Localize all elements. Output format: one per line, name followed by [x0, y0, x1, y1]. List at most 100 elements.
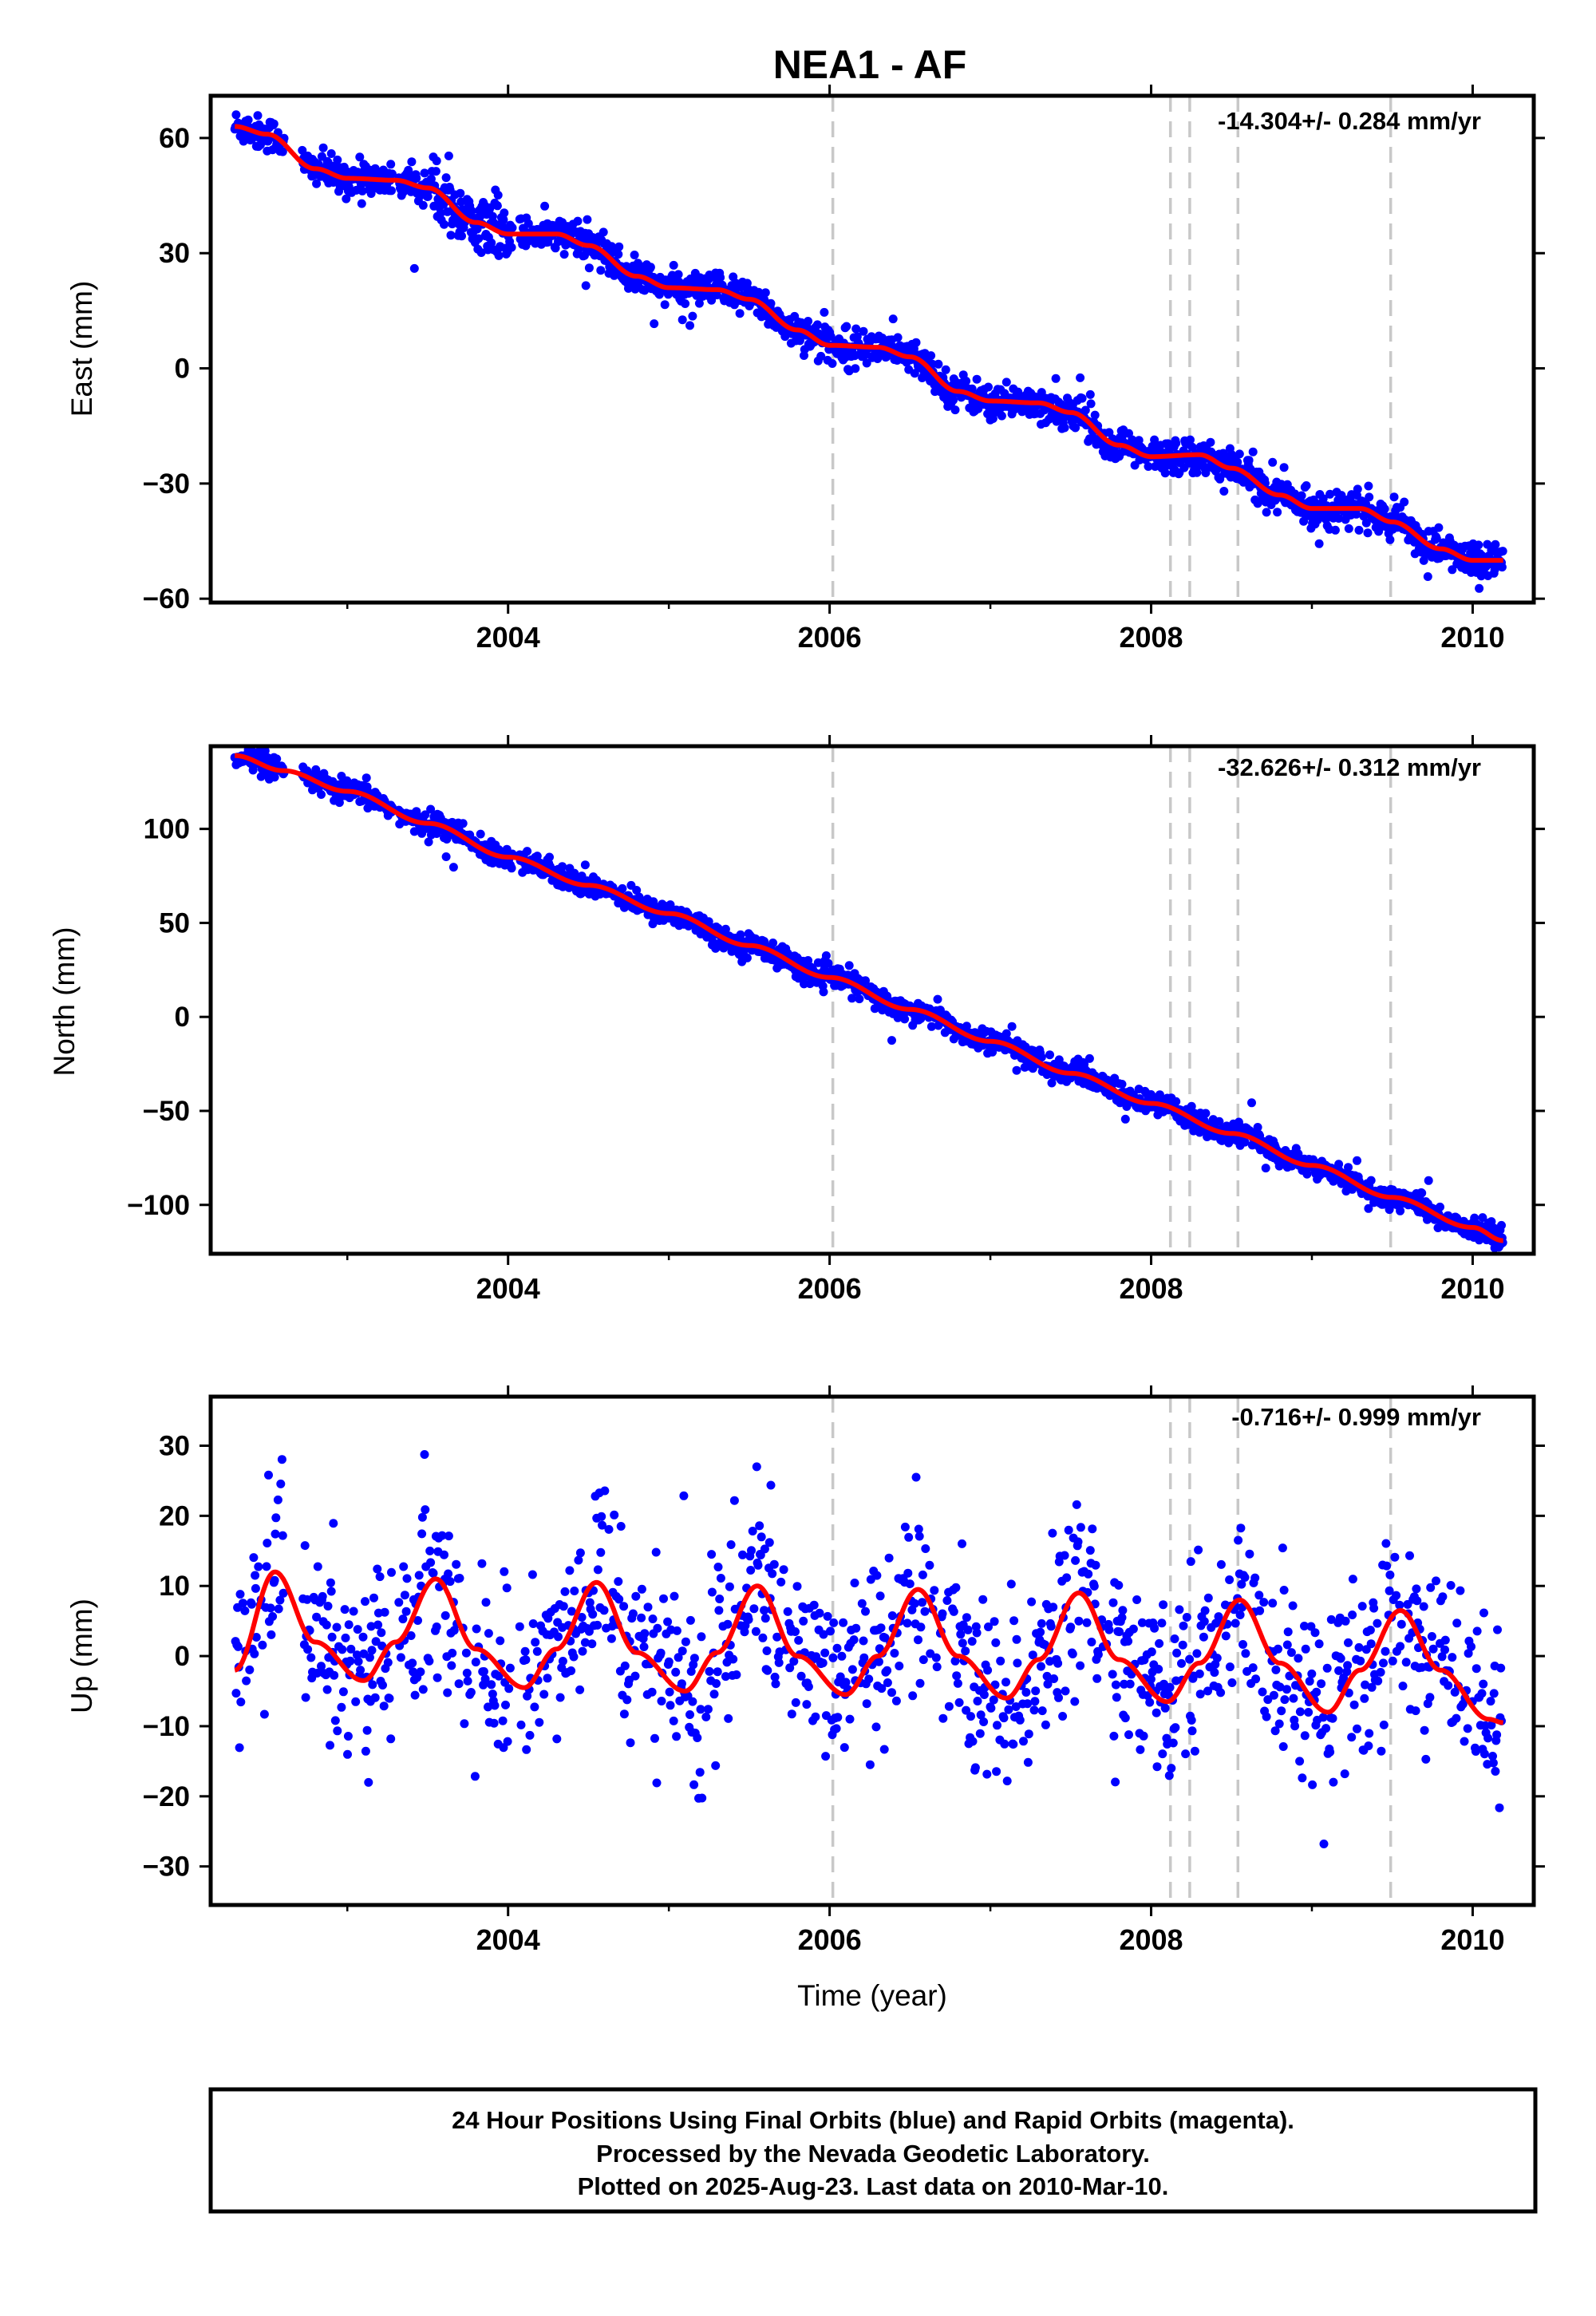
data-point [716, 1574, 725, 1583]
data-point [1365, 492, 1374, 502]
data-point [709, 1690, 719, 1699]
data-point [1388, 1656, 1397, 1666]
data-point [1087, 1638, 1096, 1646]
data-point [1167, 1764, 1176, 1773]
data-point [1366, 1176, 1376, 1185]
data-point [1182, 1613, 1191, 1622]
data-point [408, 1658, 417, 1668]
data-point [1411, 1706, 1420, 1716]
data-point [816, 351, 826, 361]
data-point [1240, 1573, 1250, 1582]
data-point [259, 1709, 269, 1719]
data-point [262, 1562, 271, 1571]
data-point [235, 1743, 244, 1753]
data-point [705, 1666, 714, 1676]
data-point [766, 1480, 776, 1490]
data-point [1343, 1661, 1353, 1670]
data-point [859, 1653, 869, 1662]
data-point [837, 1651, 847, 1661]
data-point [269, 119, 279, 128]
data-point [1111, 1777, 1120, 1787]
data-point [670, 1591, 679, 1601]
data-point [471, 1658, 480, 1667]
data-point [489, 1718, 499, 1728]
data-point [697, 1793, 707, 1803]
data-point [327, 1632, 337, 1642]
data-point [968, 1737, 978, 1746]
data-point [656, 1648, 666, 1658]
data-point [1278, 1742, 1288, 1751]
data-point [1423, 572, 1432, 581]
data-point [373, 1564, 382, 1574]
data-point [1353, 484, 1362, 494]
data-point [1077, 393, 1087, 403]
data-point [681, 299, 690, 308]
data-point [436, 208, 445, 218]
data-point [883, 1666, 892, 1675]
data-point [1344, 1638, 1353, 1647]
data-point [1389, 492, 1399, 502]
data-point [420, 168, 429, 178]
data-point [326, 1578, 335, 1587]
data-point [1073, 1537, 1083, 1547]
data-point [1294, 1654, 1303, 1663]
data-point [1307, 1669, 1317, 1678]
data-point [575, 1548, 585, 1558]
data-point [1145, 1697, 1155, 1707]
data-point [1356, 1656, 1365, 1666]
data-point [355, 152, 365, 162]
data-point [1053, 1658, 1063, 1668]
data-point [619, 1602, 629, 1611]
data-point [979, 1717, 989, 1726]
data-point [1128, 1624, 1138, 1634]
data-point [341, 1633, 350, 1642]
data-point [1373, 1676, 1383, 1686]
data-point [1049, 1674, 1059, 1683]
data-point [757, 1532, 766, 1542]
data-point [956, 1630, 966, 1639]
y-tick-label: 20 [159, 1500, 190, 1531]
data-point [418, 1685, 428, 1694]
data-point [614, 1577, 623, 1587]
data-point [689, 1780, 699, 1789]
data-point [1159, 1600, 1168, 1610]
data-point [975, 1729, 985, 1738]
data-point [1262, 508, 1271, 517]
data-point [1434, 523, 1444, 532]
data-point [707, 1550, 717, 1559]
data-point [1066, 1622, 1076, 1632]
data-point [932, 1662, 942, 1672]
data-point [322, 1685, 332, 1694]
data-point [851, 1623, 861, 1633]
y-tick-label: −30 [143, 1852, 190, 1883]
data-point [1234, 1535, 1243, 1545]
data-point [622, 1695, 632, 1705]
y-tick-label: −100 [127, 1190, 190, 1221]
data-point [871, 1722, 881, 1732]
data-point [1179, 1621, 1188, 1630]
data-point [1440, 1645, 1449, 1654]
east-axis-label: East (mm) [65, 281, 98, 417]
data-point [1248, 1663, 1258, 1673]
data-point [240, 1606, 250, 1615]
data-point [364, 1777, 373, 1787]
north-axis-label: North (mm) [48, 927, 81, 1076]
data-point [378, 1681, 387, 1690]
data-point [1412, 1596, 1422, 1606]
data-point [1060, 1551, 1069, 1560]
data-point [380, 1607, 389, 1617]
data-point [1262, 1712, 1271, 1721]
y-tick-label: −10 [143, 1711, 190, 1742]
data-point [597, 1512, 606, 1521]
data-point [961, 1646, 970, 1656]
data-point [859, 326, 868, 336]
data-point [1463, 1724, 1472, 1733]
data-point [1158, 1749, 1167, 1759]
x-tick-label: 2006 [798, 621, 862, 654]
data-point [455, 1574, 464, 1583]
data-point [1496, 1663, 1506, 1673]
up-axis-label: Up (mm) [65, 1599, 98, 1713]
data-point [802, 1700, 812, 1709]
data-point [1302, 481, 1311, 490]
data-point [826, 1626, 835, 1636]
